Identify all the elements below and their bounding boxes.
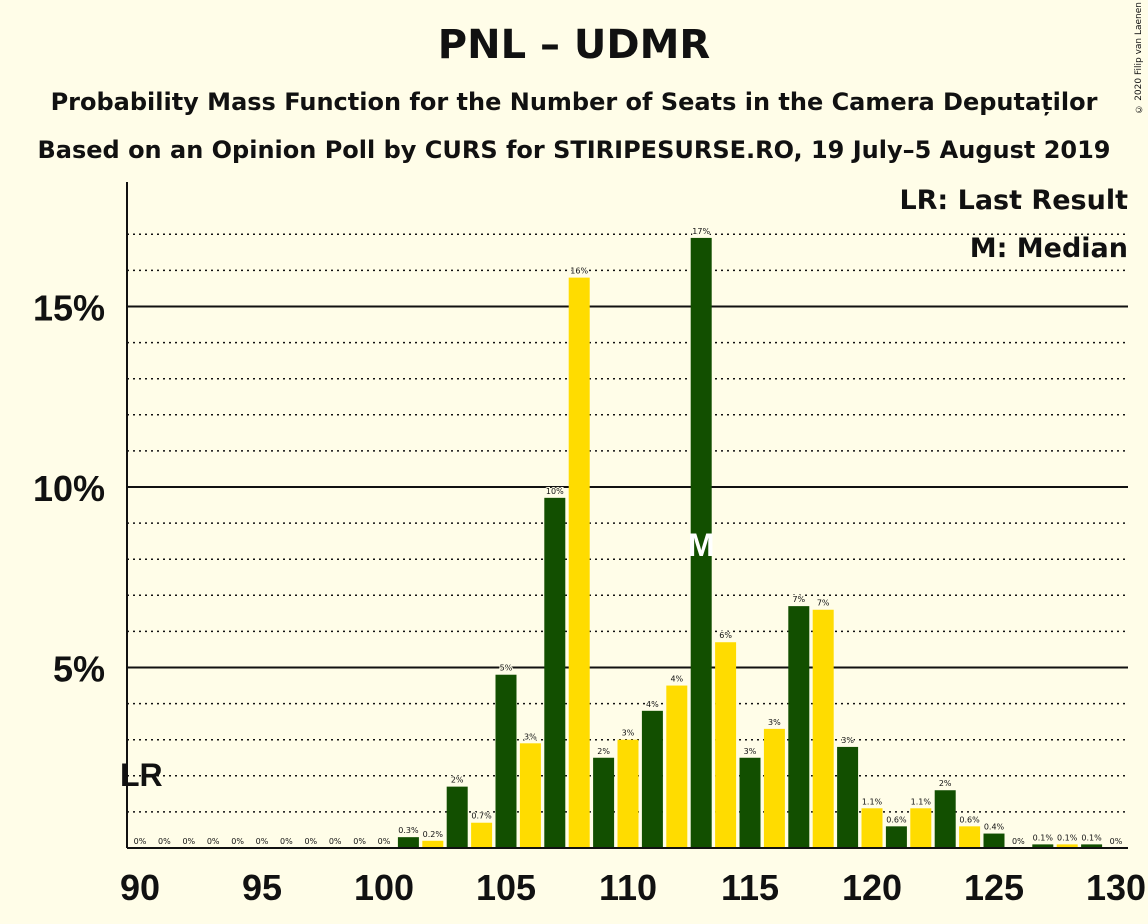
bar-value-label: 0%: [353, 837, 366, 846]
bar: [666, 685, 688, 848]
median-marker: M: [688, 527, 715, 563]
x-tick-label: 125: [964, 867, 1024, 908]
x-tick-label: 115: [721, 867, 779, 908]
bar-value-label: 1.1%: [911, 797, 932, 806]
bar-value-label: 6%: [719, 631, 732, 640]
bar-value-label: 0.3%: [398, 826, 419, 835]
bar-value-label: 7%: [817, 599, 830, 608]
bar-value-label: 0%: [1012, 837, 1025, 846]
bar: [519, 743, 541, 848]
x-tick-label: 100: [354, 867, 414, 908]
bar: [837, 746, 859, 848]
bar: [593, 757, 615, 848]
bars: [397, 237, 1103, 848]
bar-value-label: 0.1%: [1033, 833, 1054, 842]
last-result-label: LR: [120, 757, 163, 793]
bar-value-label: 2%: [597, 747, 610, 756]
bar-value-label: 0%: [158, 837, 171, 846]
y-tick-label: 5%: [53, 649, 105, 690]
y-tick-label: 15%: [33, 288, 105, 329]
y-tick-label: 10%: [33, 468, 105, 509]
bar: [763, 728, 785, 848]
bar-value-label: 0%: [304, 837, 317, 846]
bar-value-label: 2%: [451, 776, 464, 785]
bar-value-label: 0%: [256, 837, 269, 846]
bar-value-label: 0%: [207, 837, 220, 846]
bar-value-label: 3%: [622, 729, 635, 738]
bar: [544, 497, 566, 848]
bar: [471, 822, 493, 848]
bar: [885, 826, 907, 848]
bar-value-label: 0%: [134, 837, 147, 846]
bar-value-label: 0.1%: [1057, 833, 1078, 842]
bar: [617, 739, 639, 848]
bar-value-label: 3%: [524, 732, 537, 741]
bar: [446, 786, 468, 848]
x-tick-label: 120: [842, 867, 902, 908]
bar-value-label: 0.6%: [959, 815, 980, 824]
bar-value-label: 4%: [646, 700, 659, 709]
bar-value-label: 17%: [692, 227, 710, 236]
bar-value-label: 0%: [280, 837, 293, 846]
bar: [397, 837, 419, 848]
bar: [934, 790, 956, 848]
bar-value-label: 0%: [1110, 837, 1123, 846]
bar: [715, 642, 737, 848]
bar: [788, 606, 810, 848]
bar: [983, 833, 1005, 848]
bar: [690, 237, 712, 848]
bar-value-label: 1.1%: [862, 797, 883, 806]
x-tick-label: 110: [599, 867, 657, 908]
y-axis-ticks: 5% 10% 15%: [33, 288, 105, 690]
median-marker-label: M: [688, 527, 715, 563]
bar-value-label: 0%: [231, 837, 244, 846]
gridlines: [127, 233, 1128, 813]
x-tick-label: 130: [1086, 867, 1146, 908]
bar-value-label: 0.2%: [423, 830, 444, 839]
bar-value-label: 0.7%: [471, 812, 492, 821]
bar-value-label: 2%: [939, 779, 952, 788]
bar-value-label: 3%: [841, 736, 854, 745]
bar: [1032, 844, 1054, 848]
bar-value-label: 0%: [182, 837, 195, 846]
bar-value-label: 4%: [670, 675, 683, 684]
bar: [568, 277, 590, 848]
legend-last-result: LR: Last Result: [899, 185, 1128, 216]
x-tick-label: 105: [476, 867, 536, 908]
bar-value-label: 10%: [546, 487, 564, 496]
bar: [1056, 844, 1078, 848]
bar-value-label: 16%: [570, 267, 588, 276]
legend-median: M: Median: [970, 233, 1128, 264]
bar-value-label: 3%: [744, 747, 757, 756]
bar-value-label: 0.6%: [886, 815, 907, 824]
bar: [910, 808, 932, 848]
bar: [812, 609, 834, 848]
bar: [641, 710, 663, 848]
bar: [959, 826, 981, 848]
bar-value-label: 0.1%: [1081, 833, 1102, 842]
bar-value-label: 0%: [329, 837, 342, 846]
chart-title: PNL – UDMR: [437, 22, 711, 68]
x-axis-ticks: 90 95 100 105 110 115 120 125 130: [120, 867, 1146, 908]
x-tick-label: 90: [120, 867, 160, 908]
bar: [1081, 844, 1103, 848]
bar-value-label: 5%: [500, 664, 513, 673]
bar: [861, 808, 883, 848]
chart-source-line: Based on an Opinion Poll by CURS for STI…: [37, 136, 1111, 164]
chart-subtitle: Probability Mass Function for the Number…: [50, 88, 1098, 116]
bar: [495, 674, 517, 848]
bar-value-label: 7%: [792, 595, 805, 604]
bar-value-label: 0%: [378, 837, 391, 846]
bar-value-label: 0.4%: [984, 823, 1005, 832]
bar-labels: 0% 0% 0% 0% 0% 0% 0% 0% 0% 0% 0% 0.3% 0.2% 2% 0.7% 5% 3%…: [133, 226, 1124, 847]
x-tick-label: 95: [242, 867, 282, 908]
bar: [422, 840, 444, 848]
bar-value-label: 3%: [768, 718, 781, 727]
bar: [739, 757, 761, 848]
